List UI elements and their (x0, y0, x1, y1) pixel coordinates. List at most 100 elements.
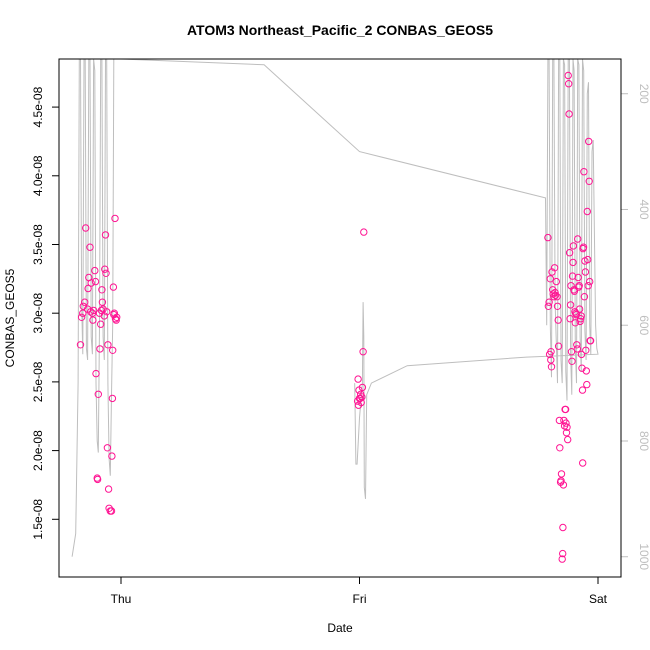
data-point (561, 405, 570, 414)
data-point (566, 301, 575, 309)
data-point (357, 398, 365, 407)
data-point (109, 283, 118, 291)
x-tick-label: Fri (353, 592, 367, 606)
secondary-tick-label: 200 (637, 84, 650, 104)
data-point (111, 214, 119, 223)
data-point (103, 308, 111, 316)
data-point (585, 137, 593, 146)
data-point (567, 348, 576, 356)
data-point (585, 177, 593, 186)
data-point (101, 231, 110, 239)
data-point (550, 293, 558, 301)
data-point (565, 80, 573, 88)
pressure-line-layer (71, 59, 599, 557)
data-point (89, 306, 98, 315)
data-point (556, 444, 564, 452)
data-point (77, 313, 86, 321)
data-point (108, 394, 117, 403)
data-point (110, 309, 119, 317)
pressure-line (71, 59, 599, 557)
data-point (104, 341, 112, 349)
data-point (576, 317, 584, 326)
data-point (554, 342, 563, 350)
axes-layer: Thu Fri Sat 1.5e-08 2.0e-08 2.5e-08 3.0e-08 3.5… (31, 84, 650, 606)
data-point (360, 228, 368, 236)
x-axis-label: Date (327, 621, 353, 635)
data-point (97, 306, 106, 315)
data-point (569, 242, 578, 250)
data-point (92, 369, 100, 378)
data-point (91, 266, 99, 275)
data-point (358, 393, 366, 401)
data-point (579, 459, 587, 467)
data-point (547, 356, 555, 364)
data-point (581, 268, 590, 276)
y-tick-label: 4.0e-08 (31, 155, 45, 196)
secondary-tick-label: 400 (637, 199, 650, 219)
data-point (98, 286, 106, 294)
data-point (575, 282, 583, 290)
data-point (582, 367, 590, 375)
data-point (104, 485, 113, 493)
data-point (91, 277, 100, 286)
data-point (557, 470, 566, 478)
data-point (574, 273, 582, 282)
data-point (568, 357, 576, 365)
data-point (582, 346, 590, 354)
data-point (559, 523, 567, 532)
data-point (79, 309, 87, 317)
data-point (579, 243, 588, 251)
data-point (575, 305, 584, 313)
data-point (565, 110, 573, 118)
data-point (566, 315, 574, 323)
data-point (583, 207, 591, 216)
data-point (554, 316, 562, 324)
data-point (571, 319, 579, 327)
data-point (586, 337, 595, 345)
data-point (557, 477, 565, 485)
data-point (573, 341, 581, 349)
data-point (551, 288, 559, 297)
data-point (553, 302, 562, 310)
data-point (112, 316, 120, 324)
data-point (547, 348, 555, 356)
data-point (564, 71, 572, 80)
chart-title: ATOM3 Northeast_Pacific_2 CONBAS_GEOS5 (187, 22, 493, 38)
data-point (578, 386, 587, 394)
data-point (544, 233, 552, 242)
data-point (564, 435, 572, 444)
secondary-tick-label: 1000 (637, 543, 650, 570)
data-point (109, 346, 117, 354)
data-point (82, 224, 90, 232)
data-point (359, 348, 367, 356)
secondary-tick-label: 600 (637, 315, 650, 335)
data-point (580, 293, 589, 301)
data-point (103, 444, 112, 452)
y-tick-label: 2.5e-08 (31, 361, 45, 402)
data-point (89, 316, 97, 324)
data-point (546, 275, 554, 283)
data-point (559, 549, 567, 558)
y-tick-label: 4.5e-08 (31, 86, 45, 127)
data-point (580, 168, 588, 176)
y-tick-label: 3.0e-08 (31, 293, 45, 334)
data-point (562, 419, 570, 427)
data-point (356, 394, 364, 403)
data-points-layer (76, 71, 595, 563)
data-point (107, 507, 116, 515)
data-point (551, 291, 560, 299)
data-point (573, 345, 581, 353)
data-point (96, 345, 104, 353)
data-point (98, 298, 107, 306)
data-point (358, 383, 367, 392)
y-tick-label: 1.5e-08 (31, 499, 45, 540)
data-point (574, 235, 582, 243)
data-point (553, 293, 561, 301)
x-tick-label: Thu (111, 592, 132, 606)
data-point (563, 423, 571, 431)
data-point (108, 452, 116, 460)
data-point (569, 258, 577, 267)
data-point (101, 265, 109, 273)
data-point (87, 279, 95, 287)
